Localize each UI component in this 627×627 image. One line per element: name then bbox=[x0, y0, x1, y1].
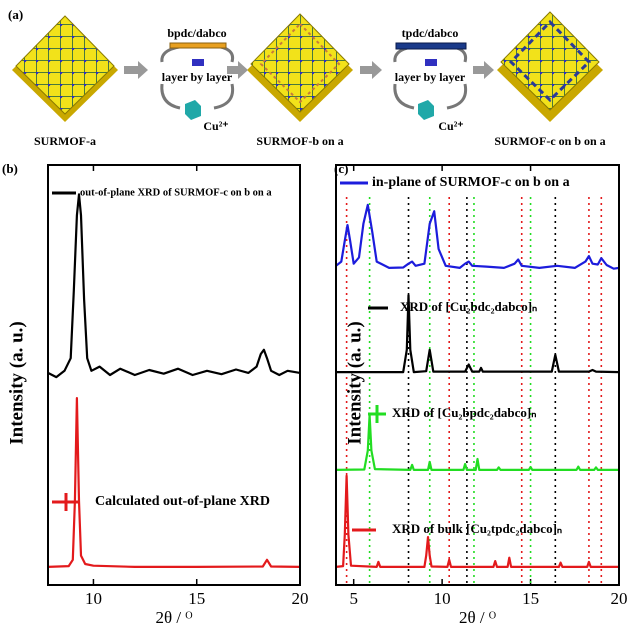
x-tick-label: 20 bbox=[292, 589, 309, 608]
linker-label: tpdc/dabco bbox=[402, 26, 459, 40]
cu-cube bbox=[185, 100, 201, 120]
x-axis-label: 2θ / ᴼ bbox=[156, 608, 193, 627]
dabco bbox=[192, 59, 204, 66]
plot-frame bbox=[48, 165, 300, 585]
linker-label: bpdc/dabco bbox=[167, 26, 226, 40]
legend-label: XRD of [Cu₂bdc₂dabco]ₙ bbox=[400, 299, 537, 314]
linker-bpdc bbox=[170, 43, 226, 48]
schematic: (a) bbox=[8, 7, 606, 148]
x-tick-label: 15 bbox=[522, 589, 539, 608]
legend-label: in-plane of SURMOF-c on b on a bbox=[372, 175, 570, 190]
y-axis-label: Intensity (a. u.) bbox=[344, 321, 365, 445]
substrate-b bbox=[247, 14, 353, 122]
legend-label: XRD of bulk [Cu₂tpdc₂dabco]ₙ bbox=[392, 521, 562, 536]
data-line bbox=[48, 194, 300, 377]
x-tick-label: 15 bbox=[188, 589, 205, 608]
method-label: layer by layer bbox=[395, 70, 466, 84]
x-tick-label: 10 bbox=[434, 589, 451, 608]
stage-label: SURMOF-a bbox=[34, 134, 96, 148]
figure: (a) bbox=[0, 0, 627, 627]
metal-label: Cu²⁺ bbox=[438, 119, 463, 133]
substrate-a bbox=[12, 16, 118, 122]
linker-tpdc bbox=[396, 43, 466, 49]
legend-label: XRD of [Cu₂bpdc₂dabco]ₙ bbox=[392, 405, 536, 420]
legend-label: out-of-plane XRD of SURMOF-c on b on a bbox=[80, 187, 272, 198]
data-line bbox=[336, 205, 619, 269]
dabco bbox=[425, 59, 437, 66]
stage-label: SURMOF-c on b on a bbox=[494, 134, 605, 148]
stage-label: SURMOF-b on a bbox=[256, 134, 343, 148]
substrate-c bbox=[497, 12, 603, 122]
x-tick-label: 20 bbox=[611, 589, 627, 608]
data-line bbox=[336, 415, 619, 470]
y-axis-label: Intensity (a. u.) bbox=[6, 321, 27, 445]
x-tick-label: 10 bbox=[85, 589, 102, 608]
method-label: layer by layer bbox=[162, 70, 233, 84]
x-axis-label: 2θ / ᴼ bbox=[459, 608, 496, 627]
panel-label: (a) bbox=[8, 7, 23, 22]
legend-label: Calculated out-of-plane XRD bbox=[95, 494, 270, 509]
data-line bbox=[48, 398, 300, 567]
metal-label: Cu²⁺ bbox=[203, 119, 228, 133]
cu-cube bbox=[418, 100, 434, 120]
x-tick-label: 5 bbox=[349, 589, 358, 608]
panel-label: (b) bbox=[2, 161, 18, 176]
